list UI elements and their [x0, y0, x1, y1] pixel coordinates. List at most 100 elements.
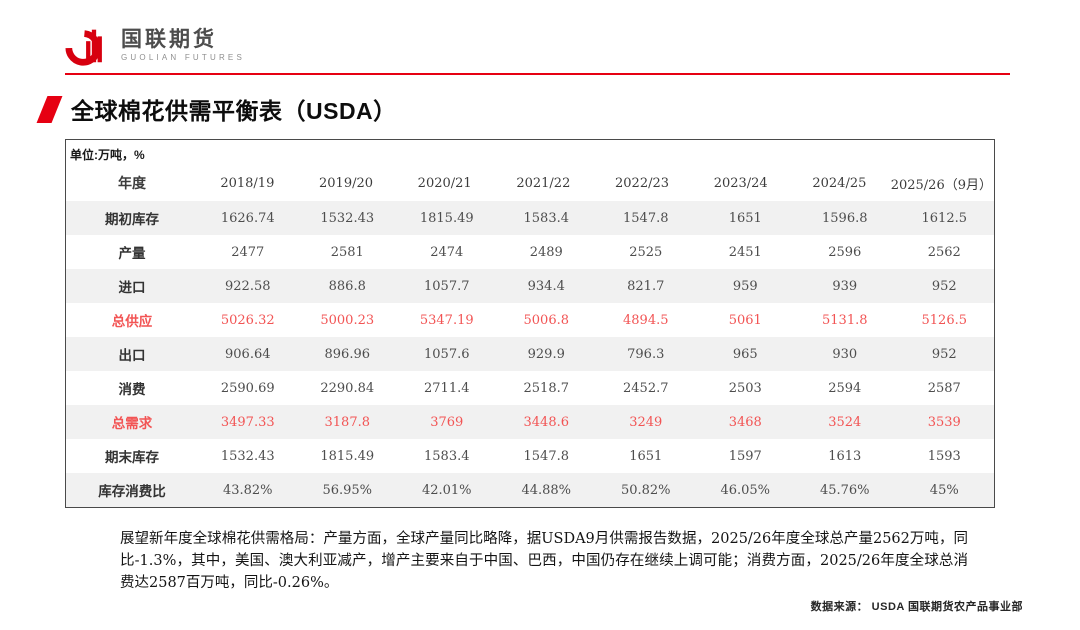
- value-cell: 4894.5: [623, 312, 669, 328]
- row-label: 总需求: [111, 416, 153, 431]
- value-cell: 5006.8: [523, 312, 570, 328]
- guolian-logo-icon: [65, 29, 102, 66]
- year-header: 2018/19: [220, 175, 275, 191]
- row-label: 出口: [118, 348, 146, 363]
- value-cell: 1547.8: [623, 210, 669, 226]
- value-cell: 906.64: [225, 346, 271, 362]
- value-cell: 2587: [927, 380, 961, 396]
- value-cell: 2290.84: [320, 380, 375, 396]
- table-header-row: 年度 2018/19 2019/20 2020/21 2021/22 2022/23 202…: [66, 165, 994, 201]
- value-cell: 952: [931, 346, 957, 362]
- value-cell: 886.8: [328, 278, 366, 294]
- table-row: 期初库存 1626.74 1532.43 1815.49 1583.4 1547.8 165…: [66, 201, 994, 235]
- value-cell: 3448.6: [523, 414, 570, 430]
- value-cell: 1532.43: [220, 448, 275, 464]
- value-cell: 56.95%: [322, 482, 373, 498]
- row-label: 总供应: [111, 314, 153, 329]
- value-cell: 2596: [828, 244, 862, 260]
- year-column-header: 年度: [118, 175, 146, 191]
- value-cell: 2525: [629, 244, 663, 260]
- value-cell: 46.05%: [720, 482, 771, 498]
- value-cell: 3497.33: [220, 414, 275, 430]
- value-cell: 1815.49: [419, 210, 474, 226]
- value-cell: 929.9: [527, 346, 565, 362]
- title-slash-icon: [36, 95, 63, 123]
- value-cell: 1583.4: [523, 210, 570, 226]
- value-cell: 1626.74: [220, 210, 275, 226]
- value-cell: 1597: [728, 448, 762, 464]
- table-row: 进口 922.58 886.8 1057.7 934.4 821.7 959 939 952: [66, 269, 994, 303]
- value-cell: 959: [732, 278, 758, 294]
- year-header: 2021/22: [516, 175, 571, 191]
- value-cell: 1057.6: [424, 346, 470, 362]
- data-source-value: USDA 国联期货农产品事业部: [871, 601, 1023, 613]
- header-divider: [65, 73, 1010, 75]
- value-cell: 2451: [728, 244, 762, 260]
- table-row: 总供应 5026.32 5000.23 5347.19 5006.8 4894.5 5061…: [66, 303, 994, 337]
- value-cell: 1532.43: [320, 210, 375, 226]
- table-row: 期末库存 1532.43 1815.49 1583.4 1547.8 1651 1597 16…: [66, 439, 994, 473]
- value-cell: 965: [732, 346, 758, 362]
- title-row: 全球棉花供需平衡表（USDA）: [36, 92, 1080, 126]
- value-cell: 2562: [927, 244, 961, 260]
- value-cell: 821.7: [627, 278, 665, 294]
- value-cell: 42.01%: [421, 482, 472, 498]
- row-label: 库存消费比: [98, 484, 166, 499]
- value-cell: 1651: [629, 448, 663, 464]
- year-header: 2023/24: [713, 175, 768, 191]
- logo-text: 国联期货 GUOLIAN FUTURES: [121, 28, 245, 62]
- value-cell: 1596.8: [822, 210, 868, 226]
- guolian-logo: 国联期货 GUOLIAN FUTURES: [65, 22, 1010, 68]
- value-cell: 44.88%: [521, 482, 572, 498]
- value-cell: 2474: [430, 244, 464, 260]
- row-label: 进口: [118, 280, 146, 295]
- value-cell: 1651: [728, 210, 762, 226]
- value-cell: 3524: [828, 414, 862, 430]
- year-header: 2025/26（9月）: [890, 177, 992, 193]
- value-cell: 2594: [828, 380, 862, 396]
- logo-name-en: GUOLIAN FUTURES: [121, 53, 246, 63]
- value-cell: 3539: [927, 414, 961, 430]
- page-header: 国联期货 GUOLIAN FUTURES: [65, 22, 1010, 75]
- value-cell: 1593: [927, 448, 961, 464]
- data-source-label: 数据来源：: [810, 601, 869, 613]
- table-row: 库存消费比 43.82% 56.95% 42.01% 44.88% 50.82% 46.05…: [66, 473, 994, 507]
- value-cell: 5126.5: [921, 312, 968, 328]
- unit-label: 单位:万吨，%: [70, 148, 145, 162]
- year-header: 2020/21: [417, 175, 472, 191]
- value-cell: 2590.69: [220, 380, 275, 396]
- value-cell: 43.82%: [222, 482, 273, 498]
- value-cell: 45%: [929, 482, 959, 498]
- value-cell: 3468: [728, 414, 762, 430]
- table-row: 总需求 3497.33 3187.8 3769 3448.6 3249 3468 3524 35…: [66, 405, 994, 439]
- value-cell: 50.82%: [620, 482, 671, 498]
- value-cell: 1057.7: [424, 278, 470, 294]
- commentary-text: 展望新年度全球棉花供需格局：产量方面，全球产量同比略降，据USDA9月供需报告数…: [120, 531, 968, 592]
- balance-table-body: 期初库存 1626.74 1532.43 1815.49 1583.4 1547.8 165…: [66, 201, 994, 507]
- value-cell: 2518.7: [523, 380, 570, 396]
- value-cell: 2711.4: [424, 380, 470, 396]
- value-cell: 2503: [728, 380, 762, 396]
- row-label: 消费: [118, 382, 146, 397]
- value-cell: 896.96: [324, 346, 371, 362]
- table-row: 消费 2590.69 2290.84 2711.4 2518.7 2452.7 2503 25…: [66, 371, 994, 405]
- value-cell: 5000.23: [320, 312, 375, 328]
- value-cell: 5347.19: [419, 312, 474, 328]
- value-cell: 1547.8: [523, 448, 570, 464]
- value-cell: 2489: [529, 244, 563, 260]
- value-cell: 796.3: [627, 346, 665, 362]
- row-label: 产量: [118, 246, 146, 261]
- value-cell: 5026.32: [220, 312, 275, 328]
- value-cell: 922.58: [225, 278, 271, 294]
- data-source: 数据来源： USDA 国联期货农产品事业部: [811, 598, 1023, 614]
- table-row: 出口 906.64 896.96 1057.6 929.9 796.3 965 930 952: [66, 337, 994, 371]
- table-row: 产量 2477 2581 2474 2489 2525 2451 2596 2562: [66, 235, 994, 269]
- value-cell: 3769: [430, 414, 464, 430]
- value-cell: 1612.5: [921, 210, 968, 226]
- year-header: 2024/25: [812, 175, 867, 191]
- value-cell: 5061: [728, 312, 762, 328]
- value-cell: 1613: [828, 448, 862, 464]
- value-cell: 3249: [629, 414, 663, 430]
- value-cell: 930: [832, 346, 858, 362]
- value-cell: 45.76%: [819, 482, 870, 498]
